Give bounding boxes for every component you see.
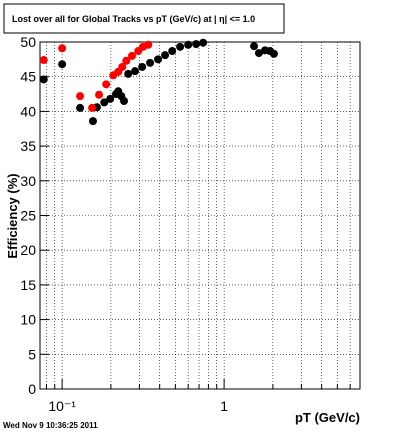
data-point: [58, 60, 67, 69]
y-tick-label: 0: [28, 381, 36, 397]
data-point: [102, 80, 111, 89]
data-point: [39, 75, 48, 84]
data-point: [184, 40, 193, 49]
data-point: [199, 38, 208, 47]
data-point: [100, 98, 109, 107]
data-point: [250, 42, 259, 51]
data-point: [146, 58, 155, 67]
data-point: [76, 92, 85, 101]
data-point: [138, 62, 147, 71]
data-point: [254, 49, 263, 58]
data-point: [88, 117, 97, 126]
x-tick-label: 1: [220, 398, 228, 414]
y-axis-title: Efficiency (%): [5, 173, 20, 258]
data-point: [76, 103, 85, 112]
data-point: [39, 56, 48, 65]
data-point: [168, 47, 177, 56]
data-point: [161, 51, 170, 60]
chart-title: Lost over all for Global Tracks vs pT (G…: [12, 14, 255, 24]
data-point: [58, 44, 67, 53]
y-tick-label: 15: [20, 277, 36, 293]
data-point: [144, 40, 153, 49]
y-tick-label: 45: [20, 69, 36, 85]
y-tick-label: 50: [20, 34, 36, 50]
data-point: [131, 67, 140, 76]
y-tick-label: 30: [20, 173, 36, 189]
data-point: [95, 90, 104, 99]
y-tick-label: 35: [20, 138, 36, 154]
data-point: [176, 42, 185, 51]
y-tick-label: 20: [20, 242, 36, 258]
data-point: [124, 69, 133, 78]
x-axis-title: pT (GeV/c): [295, 410, 360, 425]
data-point: [88, 103, 97, 112]
y-tick-label: 5: [28, 346, 36, 362]
x-tick-label: 10⁻¹: [48, 398, 76, 414]
data-point: [118, 62, 127, 71]
data-point: [128, 51, 137, 60]
data-point: [122, 56, 131, 65]
y-tick-label: 25: [20, 208, 36, 224]
title-box: [3, 3, 285, 34]
data-point: [106, 94, 115, 103]
data-point: [192, 40, 201, 49]
y-tick-label: 40: [20, 103, 36, 119]
data-point: [154, 55, 163, 64]
timestamp: Wed Nov 9 10:36:25 2011: [3, 421, 98, 430]
y-tick-label: 10: [20, 312, 36, 328]
data-point: [120, 96, 129, 105]
data-point: [269, 49, 278, 58]
